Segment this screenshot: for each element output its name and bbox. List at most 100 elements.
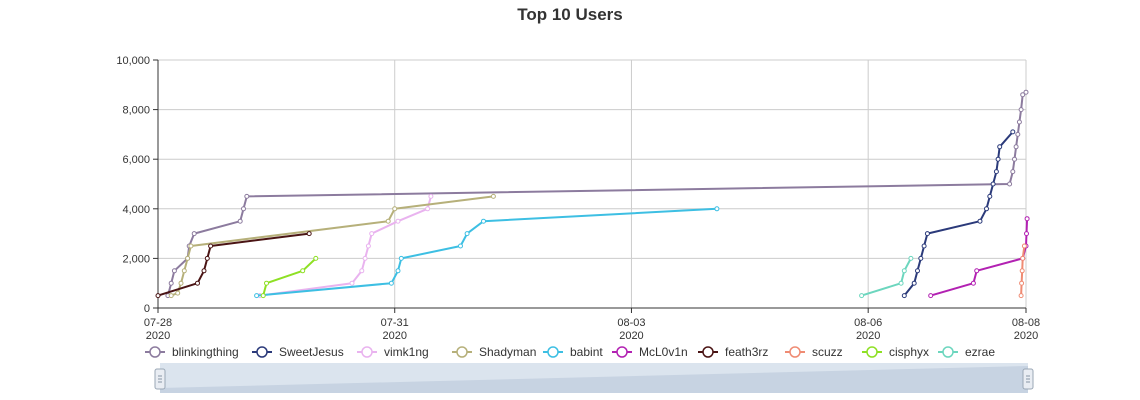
data-point[interactable] xyxy=(178,280,184,286)
data-point[interactable] xyxy=(1016,119,1022,125)
x-tick-year-label: 2020 xyxy=(856,330,880,342)
legend-item-Shadyman[interactable]: Shadyman xyxy=(452,345,536,359)
data-point[interactable] xyxy=(168,280,174,286)
series-babint xyxy=(254,206,720,299)
legend-swatch-marker xyxy=(149,346,161,358)
data-point[interactable] xyxy=(490,193,496,199)
data-point[interactable] xyxy=(997,144,1003,150)
data-point[interactable] xyxy=(168,293,174,299)
legend-item-babint[interactable]: babint xyxy=(543,345,603,359)
data-point[interactable] xyxy=(924,231,930,237)
data-point[interactable] xyxy=(908,255,914,261)
data-point[interactable] xyxy=(392,206,398,212)
data-point[interactable] xyxy=(237,218,243,224)
series-line xyxy=(259,196,432,297)
data-point[interactable] xyxy=(185,255,191,261)
data-point[interactable] xyxy=(714,206,720,212)
data-point[interactable] xyxy=(208,243,214,249)
data-point[interactable] xyxy=(385,218,391,224)
data-point[interactable] xyxy=(1019,268,1025,274)
data-point[interactable] xyxy=(181,268,187,274)
legend-label: scuzz xyxy=(812,345,843,359)
data-point[interactable] xyxy=(1023,89,1029,95)
data-point[interactable] xyxy=(362,255,368,261)
data-point[interactable] xyxy=(995,156,1001,162)
data-point[interactable] xyxy=(1024,216,1030,222)
data-point[interactable] xyxy=(990,181,996,187)
legend-item-scuzz[interactable]: scuzz xyxy=(785,345,843,359)
data-point[interactable] xyxy=(395,218,401,224)
legend-item-ezrae[interactable]: ezrae xyxy=(938,345,995,359)
data-point[interactable] xyxy=(987,193,993,199)
data-point[interactable] xyxy=(458,243,463,249)
data-point[interactable] xyxy=(984,206,989,212)
data-point[interactable] xyxy=(395,268,401,274)
legend-label: ezrae xyxy=(965,345,995,359)
data-point[interactable] xyxy=(1010,169,1016,175)
data-point[interactable] xyxy=(1007,181,1013,187)
data-point[interactable] xyxy=(313,255,319,261)
series-ezrae xyxy=(859,255,914,299)
data-point[interactable] xyxy=(175,290,181,296)
data-point[interactable] xyxy=(1024,231,1029,237)
data-point[interactable] xyxy=(1013,144,1019,150)
series-SweetJesus xyxy=(901,129,1016,299)
data-point[interactable] xyxy=(264,280,269,286)
data-point[interactable] xyxy=(244,193,250,199)
data-point[interactable] xyxy=(204,255,210,261)
data-point[interactable] xyxy=(901,293,907,299)
data-point[interactable] xyxy=(398,255,404,261)
data-point[interactable] xyxy=(918,255,924,261)
y-tick-label: 4,000 xyxy=(122,204,150,216)
data-point[interactable] xyxy=(1015,131,1021,137)
data-point[interactable] xyxy=(388,280,394,286)
data-point[interactable] xyxy=(241,206,246,212)
data-point[interactable] xyxy=(993,169,999,175)
data-point[interactable] xyxy=(359,268,365,274)
zoom-slider[interactable] xyxy=(154,363,1034,393)
data-point[interactable] xyxy=(195,280,200,286)
data-point[interactable] xyxy=(1018,107,1024,113)
data-point[interactable] xyxy=(1012,156,1017,162)
data-point[interactable] xyxy=(921,243,927,249)
data-point[interactable] xyxy=(254,293,260,299)
data-point[interactable] xyxy=(1021,243,1027,249)
data-point[interactable] xyxy=(898,280,904,286)
data-point[interactable] xyxy=(915,268,920,274)
legend-item-feath3rz[interactable]: feath3rz xyxy=(698,345,768,359)
y-tick-label: 8,000 xyxy=(122,105,150,117)
data-point[interactable] xyxy=(306,231,312,237)
data-point[interactable] xyxy=(1018,293,1024,299)
legend-item-SweetJesus[interactable]: SweetJesus xyxy=(252,345,344,359)
data-point[interactable] xyxy=(1010,129,1016,135)
legend-item-vimk1ng[interactable]: vimk1ng xyxy=(357,345,429,359)
data-point[interactable] xyxy=(155,293,161,299)
data-point[interactable] xyxy=(369,231,375,237)
data-point[interactable] xyxy=(1019,280,1025,286)
data-point[interactable] xyxy=(464,231,470,237)
data-point[interactable] xyxy=(171,268,177,274)
legend-item-McL0v1n[interactable]: McL0v1n xyxy=(612,345,688,359)
legend-item-blinkingthing[interactable]: blinkingthing xyxy=(145,345,239,359)
data-point[interactable] xyxy=(859,293,865,299)
data-point[interactable] xyxy=(974,268,980,274)
data-point[interactable] xyxy=(425,206,431,212)
legend-item-cisphyx[interactable]: cisphyx xyxy=(862,345,929,359)
data-point[interactable] xyxy=(191,231,197,237)
data-point[interactable] xyxy=(300,268,306,274)
data-point[interactable] xyxy=(901,268,907,274)
data-point[interactable] xyxy=(201,268,207,274)
data-point[interactable] xyxy=(188,243,194,249)
legend-label: McL0v1n xyxy=(639,345,688,359)
data-point[interactable] xyxy=(349,280,355,286)
data-point[interactable] xyxy=(1020,92,1026,98)
data-point[interactable] xyxy=(428,193,434,199)
data-point[interactable] xyxy=(977,218,983,224)
data-point[interactable] xyxy=(365,243,371,249)
data-point[interactable] xyxy=(260,293,266,299)
data-point[interactable] xyxy=(970,280,976,286)
data-point[interactable] xyxy=(911,280,917,286)
data-point[interactable] xyxy=(928,293,934,299)
data-point[interactable] xyxy=(1020,255,1026,261)
data-point[interactable] xyxy=(481,218,486,224)
